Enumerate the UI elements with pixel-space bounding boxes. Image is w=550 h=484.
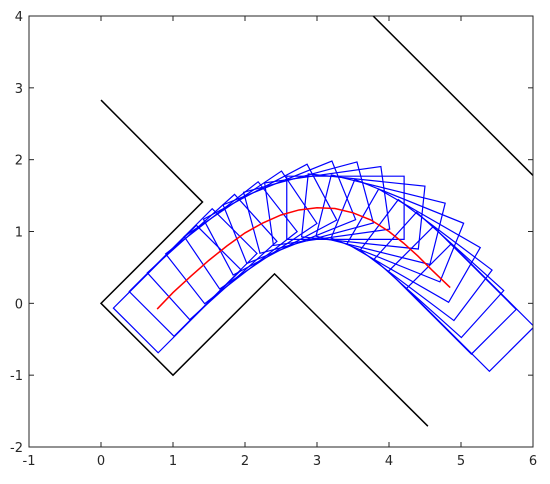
vehicle-box — [242, 161, 375, 255]
x-tick-label: -1 — [23, 454, 36, 469]
y-tick-label: 3 — [15, 82, 23, 97]
x-tick-label: 6 — [529, 454, 537, 469]
x-tick-label: 0 — [97, 454, 105, 469]
vehicle-box — [373, 211, 505, 339]
vehicle-box — [183, 170, 318, 290]
vehicle-box — [286, 175, 405, 241]
vehicle-box — [330, 178, 465, 283]
vehicle-box — [128, 207, 258, 338]
vehicle-box — [263, 165, 391, 247]
vehicle-box — [346, 188, 482, 304]
x-tick-label: 5 — [457, 454, 465, 469]
x-tick-label: 4 — [385, 454, 393, 469]
y-tick-label: 2 — [15, 154, 23, 169]
wall-line — [372, 16, 533, 177]
vehicle-box — [315, 174, 446, 266]
x-tick-label: 2 — [241, 454, 249, 469]
y-tick-label: -2 — [10, 441, 23, 456]
y-tick-label: 1 — [15, 226, 23, 241]
y-tick-label: 0 — [15, 297, 23, 312]
y-tick-label: 4 — [15, 10, 23, 25]
vehicle-box — [222, 160, 357, 265]
vehicle-box — [300, 173, 426, 250]
x-tick-label: 1 — [169, 454, 177, 469]
axes-box — [28, 15, 534, 448]
vehicle-box — [202, 163, 338, 276]
vehicle-box — [405, 242, 533, 373]
vehicle-box — [359, 198, 493, 322]
x-tick-label: 3 — [313, 454, 321, 469]
wall-line — [99, 99, 429, 427]
path-line — [156, 207, 451, 310]
y-tick-label: -1 — [10, 369, 23, 384]
plot-area — [99, 16, 533, 427]
